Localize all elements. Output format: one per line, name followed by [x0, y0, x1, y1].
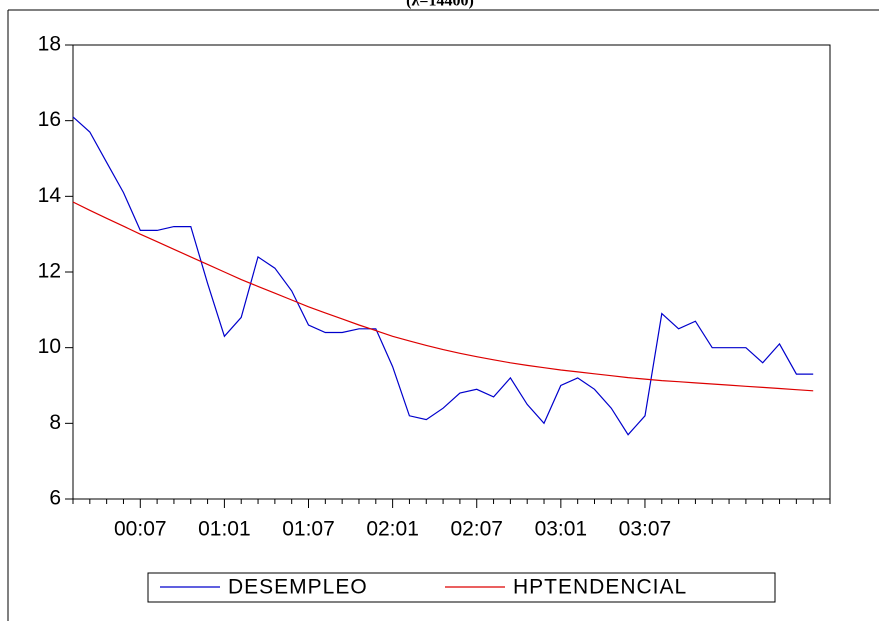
x-tick-label: 02:07 [450, 518, 503, 541]
legend-label: DESEMPLEO [228, 576, 368, 599]
series-line [72, 201, 814, 392]
y-tick-label: 18 [38, 33, 61, 56]
y-tick-label: 8 [49, 411, 61, 434]
plot-area [72, 44, 831, 500]
x-tick-label: 01:01 [198, 518, 251, 541]
x-tick-label: 03:07 [619, 518, 672, 541]
y-tick-label: 6 [49, 487, 61, 510]
y-tick-label: 12 [38, 260, 61, 283]
x-tick-label: 01:07 [282, 518, 335, 541]
series-line [72, 116, 814, 436]
x-tick-label: 02:01 [366, 518, 419, 541]
x-tick-label: 00:07 [114, 518, 167, 541]
chart-title: (λ=14400) [406, 0, 474, 10]
y-tick-label: 10 [38, 335, 61, 358]
y-tick-label: 14 [38, 184, 62, 207]
x-tick-label: 03:01 [535, 518, 588, 541]
y-tick-label: 16 [38, 108, 61, 131]
legend [147, 572, 776, 603]
legend-label: HPTENDENCIAL [513, 576, 687, 599]
